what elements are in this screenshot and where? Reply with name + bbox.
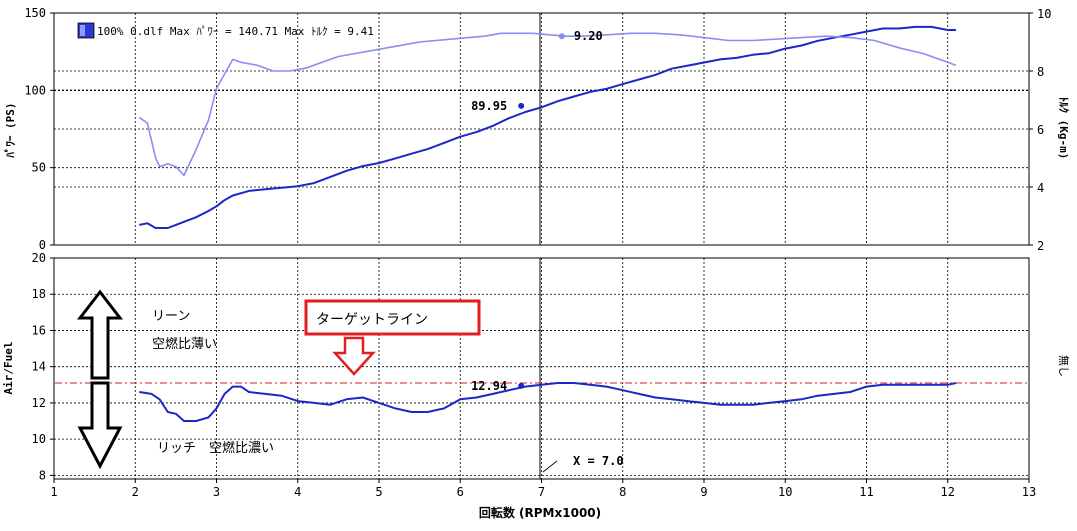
target-down-arrow-icon	[332, 336, 376, 376]
target-callout-label: ターゲットライン	[316, 312, 428, 328]
bottom-y-tick-label: 8	[39, 468, 46, 482]
top-y2-tick-label: 6	[1037, 123, 1044, 137]
top-y2-axis-label: ﾄﾙｸ (Kg-m)	[1057, 97, 1070, 160]
x-tick-label: 1	[50, 485, 57, 499]
x-tick-label: 2	[132, 485, 139, 499]
cursor-label-leader	[542, 460, 558, 473]
target-callout-box	[304, 299, 481, 336]
legend-swatch-highlight	[80, 25, 85, 36]
top-series-lines	[138, 25, 957, 229]
bottom-y-tick-label: 12	[32, 396, 46, 410]
x-tick-label: 6	[457, 485, 464, 499]
bottom-y-tick-label: 18	[32, 287, 46, 301]
bottom-y2-axis-label: 無し	[1057, 355, 1071, 377]
air-fuel-marker[interactable]	[518, 382, 525, 389]
top-y2-tick-label: 4	[1037, 181, 1044, 195]
cursor-label: X = 7.0	[573, 454, 624, 468]
legend[interactable]: 100% 0.dlf Max ﾊﾟﾜｰ = 140.71 Max ﾄﾙｸ = 9…	[77, 22, 374, 39]
bottom-y-tick-label: 20	[32, 251, 46, 265]
air-fuel-line	[139, 382, 957, 422]
rich-label: リッチ 空燃比濃い	[157, 440, 274, 456]
x-tick-label: 5	[375, 485, 382, 499]
lean-sub-label: 空燃比薄い	[152, 336, 217, 352]
top-y-tick-label: 150	[24, 6, 46, 20]
top-y-tick-label: 100	[24, 83, 46, 97]
bottom-axis-ticks: 8 10 12 14 16 18 20	[32, 251, 54, 482]
bottom-y-axis-label: Air/Fuel	[2, 342, 15, 395]
lean-label: リーン	[152, 309, 190, 324]
top-y-axis-label: ﾊﾟﾜｰ (PS)	[3, 102, 17, 158]
air-fuel-marker-label: 12.94	[471, 379, 507, 393]
power-torque-panel: 0 50 100 150 2 4 6 8 10 89.95 9.20 100% 0.dlf Ma…	[3, 6, 1070, 253]
top-y2-tick-label: 2	[1037, 239, 1044, 253]
bottom-y-tick-label: 10	[32, 432, 46, 446]
torque-line	[138, 32, 957, 177]
power-marker[interactable]	[518, 102, 525, 109]
power-marker-label: 89.95	[471, 99, 507, 113]
x-axis-label: 回転数 (RPMx1000)	[479, 505, 601, 520]
top-left-axis-ticks: 0 50 100 150	[24, 6, 54, 252]
x-tick-label: 9	[700, 485, 707, 499]
power-line	[139, 25, 956, 229]
torque-marker[interactable]	[558, 33, 565, 40]
bottom-y-tick-label: 14	[32, 360, 46, 374]
bottom-markers: 12.94	[471, 379, 525, 393]
x-tick-label: 4	[294, 485, 301, 499]
target-callout: ターゲットライン	[304, 299, 481, 376]
rich-arrow-icon	[77, 381, 123, 470]
top-markers: 89.95 9.20	[471, 29, 603, 113]
x-tick-label: 3	[213, 485, 220, 499]
x-tick-label: 11	[859, 485, 873, 499]
x-tick-label: 10	[778, 485, 792, 499]
bottom-grid	[54, 258, 1029, 479]
legend-text: 100% 0.dlf Max ﾊﾟﾜｰ = 140.71 Max ﾄﾙｸ = 9…	[97, 25, 374, 38]
top-right-axis-ticks: 2 4 6 8 10	[1029, 7, 1051, 253]
x-tick-label: 7	[538, 485, 545, 499]
torque-marker-label: 9.20	[574, 29, 603, 43]
top-y2-tick-label: 8	[1037, 65, 1044, 79]
lean-arrow-icon	[76, 289, 124, 380]
bottom-series-lines	[139, 382, 957, 422]
air-fuel-panel: 8 10 12 14 16 18 20 12.94 X = 7.0 リーン 空燃比薄い リッ…	[2, 251, 1071, 482]
x-tick-label: 8	[619, 485, 626, 499]
x-tick-label: 13	[1022, 485, 1036, 499]
top-y-tick-label: 50	[32, 161, 46, 175]
top-y2-tick-label: 10	[1037, 7, 1051, 21]
bottom-y-tick-label: 16	[32, 323, 46, 337]
top-y-tick-label: 0	[39, 238, 46, 252]
x-axis-ticks: 1 2 3 4 5 6 7 8 9 10 11 12 13	[50, 479, 1036, 499]
x-tick-label: 12	[941, 485, 955, 499]
